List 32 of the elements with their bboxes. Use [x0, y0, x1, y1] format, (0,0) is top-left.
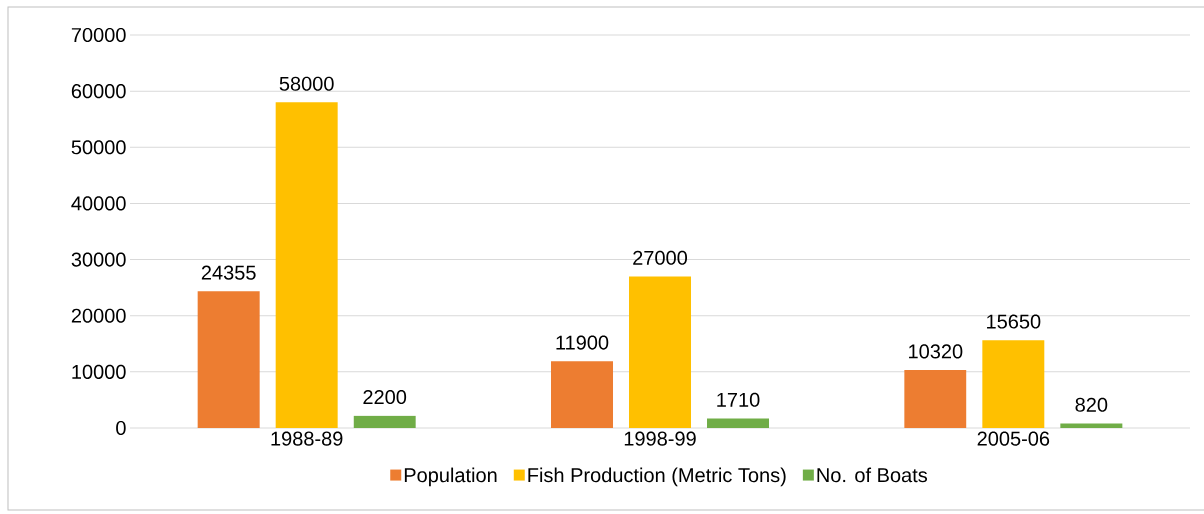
y-tick-label: 0	[116, 420, 126, 436]
data-label: 15650	[987, 314, 1041, 329]
y-tick-label: 10000	[72, 364, 126, 379]
y-tick-label: 70000	[71, 27, 126, 43]
data-label: 24355	[201, 265, 256, 280]
x-tick-label: 1998-99	[624, 431, 696, 446]
legend-label: No. of Boats	[817, 467, 928, 483]
legend-label: Population	[404, 467, 497, 487]
y-tick-label: 50000	[71, 140, 126, 155]
bar	[353, 415, 416, 428]
x-tick-label: 2005-06	[977, 431, 1050, 446]
y-tick-label: 20000	[71, 308, 126, 323]
bar	[904, 370, 967, 428]
y-tick-label: 40000	[71, 196, 126, 211]
bar	[551, 361, 614, 428]
data-label: 2200	[363, 389, 407, 405]
x-tick-label: 1988-89	[271, 431, 343, 446]
y-tick-label: 60000	[71, 84, 126, 99]
y-tick-label: 30000	[71, 252, 126, 267]
data-label: 11900	[556, 335, 609, 350]
data-label: 820	[1075, 397, 1108, 412]
bar	[629, 276, 692, 428]
data-label: 1710	[717, 392, 760, 407]
bar	[982, 340, 1045, 428]
legend-label: Fish Production (Metric Tons)	[528, 467, 786, 487]
bar	[197, 291, 260, 428]
bar	[1060, 423, 1123, 428]
data-label: 58000	[279, 76, 334, 91]
data-label: 27000	[633, 250, 688, 265]
data-label: 10320	[909, 344, 963, 359]
bar	[275, 102, 338, 428]
bar	[707, 418, 770, 428]
